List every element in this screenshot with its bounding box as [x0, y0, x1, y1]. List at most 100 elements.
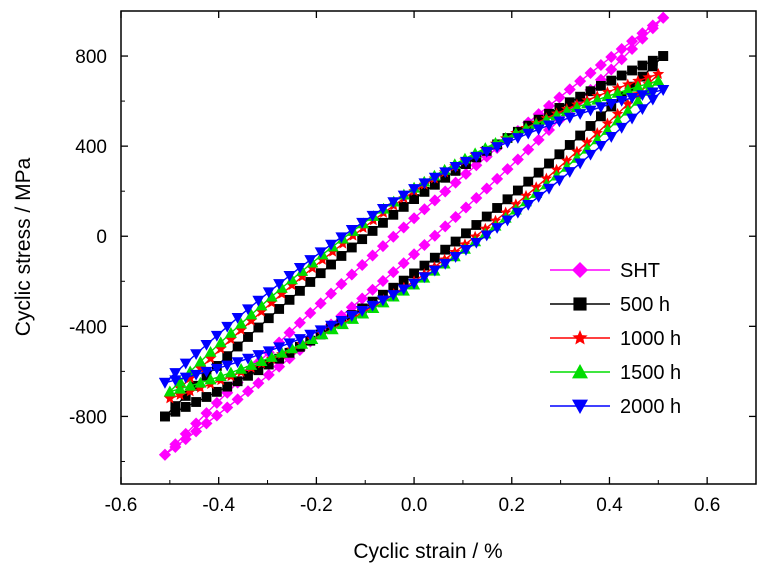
- data-point: [533, 114, 544, 125]
- data-point: [255, 355, 268, 366]
- data-point: [652, 74, 665, 86]
- data-point: [601, 90, 614, 102]
- data-point: [459, 245, 472, 256]
- data-point: [606, 75, 617, 86]
- data-point: [461, 228, 471, 239]
- data-point: [657, 85, 670, 96]
- data-point: [398, 275, 409, 286]
- data-point: [491, 142, 504, 153]
- data-point: [262, 368, 275, 381]
- data-point: [480, 230, 493, 242]
- data-point: [510, 198, 522, 210]
- data-point: [428, 229, 441, 242]
- data-point: [595, 111, 606, 122]
- data-point: [265, 290, 278, 302]
- data-point: [470, 151, 483, 163]
- data-point: [419, 186, 430, 197]
- data-point: [235, 362, 248, 374]
- data-point: [283, 270, 296, 282]
- data-point: [314, 247, 327, 259]
- data-point: [253, 365, 264, 376]
- data-point: [231, 357, 244, 369]
- data-point: [615, 53, 628, 66]
- y-tick-label: -800: [69, 407, 107, 428]
- data-point: [174, 375, 187, 387]
- data-point: [554, 103, 565, 113]
- data-point: [605, 63, 618, 76]
- data-point: [306, 333, 319, 345]
- data-point: [243, 370, 253, 381]
- data-point: [409, 194, 419, 204]
- data-point: [575, 91, 586, 102]
- data-point: [210, 396, 223, 409]
- legend-label: 500 h: [620, 294, 670, 316]
- legend-marker: [572, 262, 588, 278]
- series-2000-h: [158, 85, 670, 389]
- data-point: [563, 112, 576, 124]
- data-point: [584, 67, 597, 80]
- data-point: [622, 98, 634, 110]
- data-point: [335, 278, 348, 291]
- data-point: [252, 377, 265, 390]
- data-point: [636, 27, 649, 40]
- data-point: [605, 132, 618, 143]
- data-point: [564, 97, 575, 108]
- data-point: [397, 190, 410, 202]
- data-point: [366, 283, 379, 296]
- data-point: [158, 448, 171, 461]
- series-line: [167, 79, 661, 394]
- data-point: [642, 71, 654, 83]
- data-point: [293, 334, 306, 345]
- data-point: [595, 80, 606, 91]
- data-point: [285, 273, 298, 285]
- data-point: [646, 19, 659, 32]
- data-point: [224, 326, 237, 338]
- data-point: [553, 175, 566, 187]
- data-point: [316, 328, 329, 340]
- data-point: [204, 352, 217, 364]
- data-point: [194, 355, 207, 367]
- data-point: [429, 179, 440, 190]
- data-point: [275, 346, 288, 358]
- data-point: [626, 113, 639, 125]
- legend-item: 1500 h: [550, 362, 681, 384]
- data-point: [449, 252, 462, 263]
- data-point: [418, 239, 431, 252]
- data-point: [591, 93, 604, 105]
- data-point: [255, 299, 268, 311]
- data-point: [326, 323, 339, 335]
- data-point: [512, 185, 523, 196]
- data-point: [274, 304, 285, 314]
- data-point: [164, 392, 176, 404]
- data-point: [418, 272, 431, 284]
- data-point: [231, 393, 244, 406]
- data-point: [345, 311, 358, 322]
- data-point: [480, 182, 493, 195]
- data-point: [605, 50, 618, 63]
- data-point: [550, 163, 563, 175]
- data-point: [428, 194, 441, 207]
- series-sht: [158, 11, 670, 461]
- data-point: [398, 201, 409, 212]
- data-point: [263, 313, 274, 324]
- data-point: [533, 167, 544, 178]
- legend-item: 1000 h: [550, 328, 681, 350]
- data-point: [221, 401, 234, 414]
- data-point: [285, 342, 298, 354]
- data-point: [315, 268, 326, 279]
- data-point: [235, 317, 248, 329]
- data-point: [470, 237, 483, 249]
- data-point: [470, 192, 483, 205]
- data-point: [585, 121, 596, 131]
- data-point: [594, 140, 607, 152]
- data-point: [345, 225, 358, 236]
- data-point: [553, 91, 566, 104]
- data-point: [200, 339, 213, 351]
- data-point: [210, 363, 223, 375]
- data-point: [574, 109, 587, 120]
- data-point: [294, 285, 305, 296]
- data-point: [480, 146, 493, 158]
- data-point: [621, 83, 634, 95]
- data-point: [540, 172, 553, 184]
